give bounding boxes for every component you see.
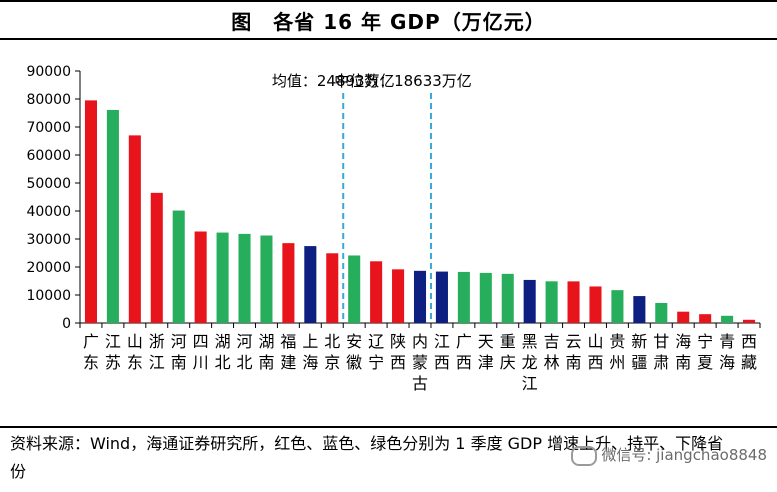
bar <box>567 281 580 323</box>
bar <box>260 235 273 323</box>
footnote-rule <box>0 426 777 428</box>
x-tick-label: 湖北 <box>215 332 231 372</box>
x-tick-label: 陕西 <box>390 332 406 372</box>
x-tick-label: 山西 <box>587 332 603 372</box>
bar <box>413 270 427 323</box>
bar <box>282 243 295 323</box>
bar <box>479 272 492 323</box>
x-tick-label: 河北 <box>237 332 253 372</box>
bar <box>150 192 163 323</box>
bar <box>501 273 514 323</box>
y-tick-label: 80000 <box>26 92 71 108</box>
y-tick-label: 40000 <box>26 204 71 220</box>
x-tick-label: 辽宁 <box>368 332 384 372</box>
source-footnote: 资料来源：Wind，海通证券研究所，红色、蓝色、绿色分别为 1 季度 GDP 增… <box>10 434 724 481</box>
bar <box>128 135 141 323</box>
chart-title: 图 各省 16 年 GDP（万亿元） <box>231 10 546 34</box>
bar <box>699 314 712 323</box>
bar <box>392 269 405 323</box>
x-tick-label: 宁夏 <box>697 332 713 372</box>
bar <box>457 271 470 323</box>
bar <box>743 319 756 323</box>
x-tick-label: 青海 <box>719 332 735 372</box>
x-tick-label: 云南 <box>566 332 582 372</box>
y-tick-label: 70000 <box>26 120 71 136</box>
bar <box>216 232 229 323</box>
y-tick-label: 10000 <box>26 288 71 304</box>
bar <box>633 296 646 323</box>
x-tick-label: 甘肃 <box>653 332 669 372</box>
y-tick-label: 90000 <box>26 64 71 80</box>
bar <box>370 261 383 323</box>
x-tick-label: 湖南 <box>258 332 274 372</box>
top-rule <box>0 0 777 2</box>
x-tick-label: 新疆 <box>631 332 647 372</box>
y-tick-label: 0 <box>62 316 71 332</box>
bar <box>589 286 602 323</box>
watermark-text: 微信号: jiangchao8848 <box>601 446 767 464</box>
x-tick-label: 广东 <box>83 332 99 372</box>
reference-line-label: 中位数：18633万亿 <box>334 72 472 90</box>
bar <box>238 233 251 323</box>
y-tick-label: 60000 <box>26 148 71 164</box>
bar <box>172 210 185 323</box>
x-tick-label: 江苏 <box>105 332 121 372</box>
bar <box>545 281 558 323</box>
x-tick-label: 福建 <box>280 332 296 372</box>
y-tick-label: 20000 <box>26 260 71 276</box>
bar <box>194 231 207 323</box>
wechat-watermark: 微信号: jiangchao8848 <box>571 444 767 466</box>
x-tick-label: 天津 <box>478 332 494 372</box>
x-tick-label: 浙江 <box>149 332 165 372</box>
bar <box>655 302 668 323</box>
x-tick-label: 安徽 <box>346 332 362 372</box>
bar <box>523 279 536 323</box>
x-tick-label: 四川 <box>193 332 209 372</box>
bar <box>677 311 690 323</box>
y-tick-label: 30000 <box>26 232 71 248</box>
bar <box>611 290 624 323</box>
bar-chart: 0 10000 20000 30000 40000 50000 60000 70000 8000… <box>26 64 761 393</box>
bar <box>304 246 317 323</box>
x-tick-label: 吉林 <box>544 332 560 372</box>
x-tick-label: 山东 <box>127 332 143 372</box>
bar <box>435 271 448 323</box>
x-tick-label: 海南 <box>675 332 691 372</box>
x-tick-label: 黑龙江 <box>522 332 538 393</box>
x-tick-label: 西藏 <box>741 332 757 372</box>
x-tick-label: 贵州 <box>609 332 625 372</box>
reference-line-label: 均值：24893万亿 <box>272 72 395 90</box>
bar <box>84 100 97 324</box>
title-rule <box>0 38 777 40</box>
x-tick-label: 河南 <box>171 332 187 372</box>
bar <box>721 315 734 323</box>
bar <box>326 253 339 323</box>
y-tick-label: 50000 <box>26 176 71 192</box>
x-tick-label: 内蒙古 <box>412 332 428 393</box>
x-tick-label: 广西 <box>456 332 472 372</box>
x-tick-label: 重庆 <box>500 332 516 372</box>
x-tick-label: 上海 <box>302 332 318 372</box>
bar <box>106 109 119 323</box>
bar <box>348 255 361 323</box>
x-tick-label: 北京 <box>324 332 340 372</box>
x-tick-label: 江西 <box>434 332 450 372</box>
wechat-icon <box>571 445 598 466</box>
